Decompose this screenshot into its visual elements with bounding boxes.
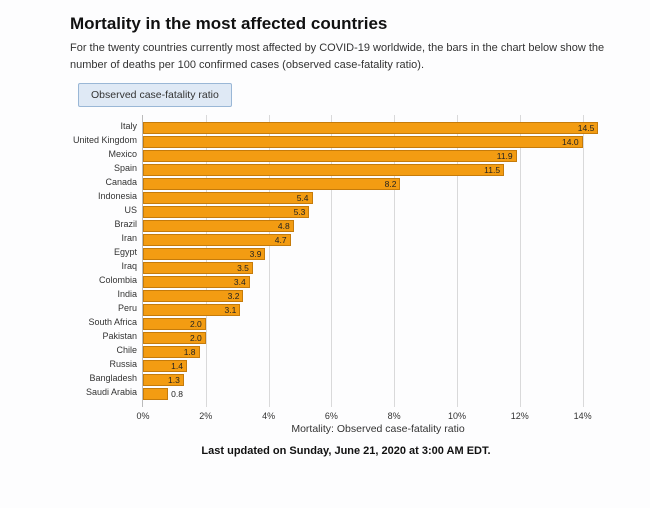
x-axis-title: Mortality: Observed case-fatality ratio — [142, 423, 614, 435]
x-tick-label: 0% — [136, 411, 149, 421]
y-axis-label: Italy — [120, 121, 137, 131]
y-axis-label: Colombia — [99, 275, 137, 285]
y-axis-label: US — [124, 205, 137, 215]
bar-value-label: 3.2 — [228, 291, 240, 301]
x-tick-label: 12% — [511, 411, 529, 421]
y-axis-label: Indonesia — [98, 191, 137, 201]
chart-subtitle: For the twenty countries currently most … — [70, 40, 622, 73]
y-axis-label: India — [117, 289, 137, 299]
chart-frame: Mortality in the most affected countries… — [0, 0, 650, 457]
bar-value-label: 5.4 — [297, 193, 309, 203]
bar-value-label: 3.1 — [225, 305, 237, 315]
bar-row: Mexico11.9 — [143, 150, 614, 161]
bar-row: United Kingdom14.0 — [143, 136, 614, 147]
bar — [143, 150, 517, 161]
bar-value-label: 1.8 — [184, 347, 196, 357]
bar-row: Chile1.8 — [143, 346, 614, 357]
bar-row: US5.3 — [143, 206, 614, 217]
chart-area: 0%2%4%6%8%10%12%14%Italy14.5United Kingd… — [142, 113, 614, 435]
plot-region: 0%2%4%6%8%10%12%14%Italy14.5United Kingd… — [142, 115, 614, 407]
bar-row: Saudi Arabia0.8 — [143, 388, 614, 399]
bar-value-label: 11.5 — [484, 165, 500, 175]
bar — [143, 388, 168, 399]
bar-value-label: 0.8 — [171, 389, 183, 399]
bar-value-label: 3.5 — [237, 263, 249, 273]
bar-row: Pakistan2.0 — [143, 332, 614, 343]
bar-value-label: 3.4 — [234, 277, 246, 287]
y-axis-label: Pakistan — [102, 331, 137, 341]
bar-row: Indonesia5.4 — [143, 192, 614, 203]
chart-wrap: 0%2%4%6%8%10%12%14%Italy14.5United Kingd… — [64, 113, 622, 435]
legend-box: Observed case-fatality ratio — [78, 83, 232, 107]
y-axis-label: Chile — [116, 345, 137, 355]
y-axis-label: United Kingdom — [73, 135, 137, 145]
x-tick-label: 2% — [199, 411, 212, 421]
y-axis-label: Spain — [114, 163, 137, 173]
bar-value-label: 11.9 — [497, 151, 513, 161]
bar — [143, 164, 504, 175]
y-axis-label: Bangladesh — [89, 373, 137, 383]
y-axis-label: Iran — [121, 233, 137, 243]
x-tick-label: 14% — [574, 411, 592, 421]
bar — [143, 248, 265, 259]
legend-label: Observed case-fatality ratio — [91, 89, 219, 101]
y-axis-label: Peru — [118, 303, 137, 313]
bar — [143, 122, 598, 133]
bar-row: India3.2 — [143, 290, 614, 301]
y-axis-label: Saudi Arabia — [86, 387, 137, 397]
bar-value-label: 14.0 — [562, 137, 579, 147]
y-axis-label: Russia — [109, 359, 137, 369]
bar-row: Spain11.5 — [143, 164, 614, 175]
bar — [143, 220, 294, 231]
footer-text: Last updated on Sunday, June 21, 2020 at… — [70, 445, 622, 457]
bar-row: South Africa2.0 — [143, 318, 614, 329]
bar — [143, 136, 583, 147]
bar-row: Brazil4.8 — [143, 220, 614, 231]
bar-value-label: 8.2 — [385, 179, 397, 189]
x-tick-label: 8% — [388, 411, 401, 421]
x-tick-label: 6% — [325, 411, 338, 421]
bar-row: Canada8.2 — [143, 178, 614, 189]
bar-row: Italy14.5 — [143, 122, 614, 133]
x-tick-label: 4% — [262, 411, 275, 421]
chart-title: Mortality in the most affected countries — [70, 14, 622, 34]
bar — [143, 178, 400, 189]
bar-value-label: 2.0 — [190, 333, 202, 343]
y-axis-label: Canada — [105, 177, 137, 187]
bar-row: Peru3.1 — [143, 304, 614, 315]
bar-value-label: 2.0 — [190, 319, 202, 329]
bar-row: Russia1.4 — [143, 360, 614, 371]
bar-value-label: 14.5 — [578, 123, 595, 133]
y-axis-label: Egypt — [114, 247, 137, 257]
bar-value-label: 1.3 — [168, 375, 180, 385]
y-axis-label: Brazil — [114, 219, 137, 229]
y-axis-label: South Africa — [88, 317, 137, 327]
y-axis-label: Iraq — [121, 261, 137, 271]
x-tick-label: 10% — [448, 411, 466, 421]
bar-row: Bangladesh1.3 — [143, 374, 614, 385]
bar — [143, 206, 309, 217]
bar-row: Iran4.7 — [143, 234, 614, 245]
bar-row: Iraq3.5 — [143, 262, 614, 273]
bar-value-label: 3.9 — [250, 249, 262, 259]
bar-value-label: 5.3 — [294, 207, 306, 217]
y-axis-label: Mexico — [108, 149, 137, 159]
bar-row: Egypt3.9 — [143, 248, 614, 259]
bar — [143, 234, 291, 245]
bar-value-label: 1.4 — [171, 361, 183, 371]
bar-row: Colombia3.4 — [143, 276, 614, 287]
bar-value-label: 4.7 — [275, 235, 287, 245]
bar-value-label: 4.8 — [278, 221, 290, 231]
bar — [143, 192, 313, 203]
